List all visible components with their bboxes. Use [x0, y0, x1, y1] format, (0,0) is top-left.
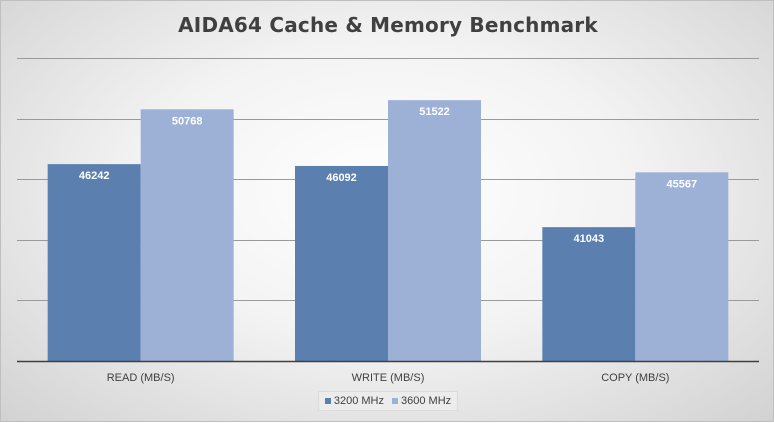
legend-item-series-1: 3200 MHz — [324, 395, 384, 407]
data-label: 46242 — [79, 170, 110, 182]
category-label: READ (MB/S) — [107, 372, 175, 384]
category-label: COPY (MB/S) — [601, 372, 669, 384]
data-label: 50768 — [172, 115, 203, 127]
data-label: 51522 — [419, 106, 450, 118]
bar — [295, 165, 388, 361]
legend-swatch-series-2 — [392, 398, 398, 404]
legend: 3200 MHz 3600 MHz — [1, 391, 774, 411]
chart-title: AIDA64 Cache & Memory Benchmark — [178, 13, 598, 37]
legend-swatch-series-1 — [324, 398, 331, 404]
legend-box: 3200 MHz 3600 MHz — [317, 391, 459, 411]
data-label: 41043 — [574, 233, 605, 245]
bar — [635, 172, 729, 361]
legend-label-series-2: 3600 MHz — [401, 395, 452, 407]
data-label: 45567 — [667, 178, 698, 190]
category-label: WRITE (MB/S) — [352, 372, 425, 384]
bar — [542, 227, 636, 361]
bar — [388, 100, 481, 362]
legend-item-series-2: 3600 MHz — [392, 395, 451, 407]
bar — [140, 109, 234, 361]
bar — [47, 164, 141, 361]
legend-label-series-1: 3200 MHz — [333, 395, 384, 407]
data-label: 46092 — [326, 172, 357, 184]
